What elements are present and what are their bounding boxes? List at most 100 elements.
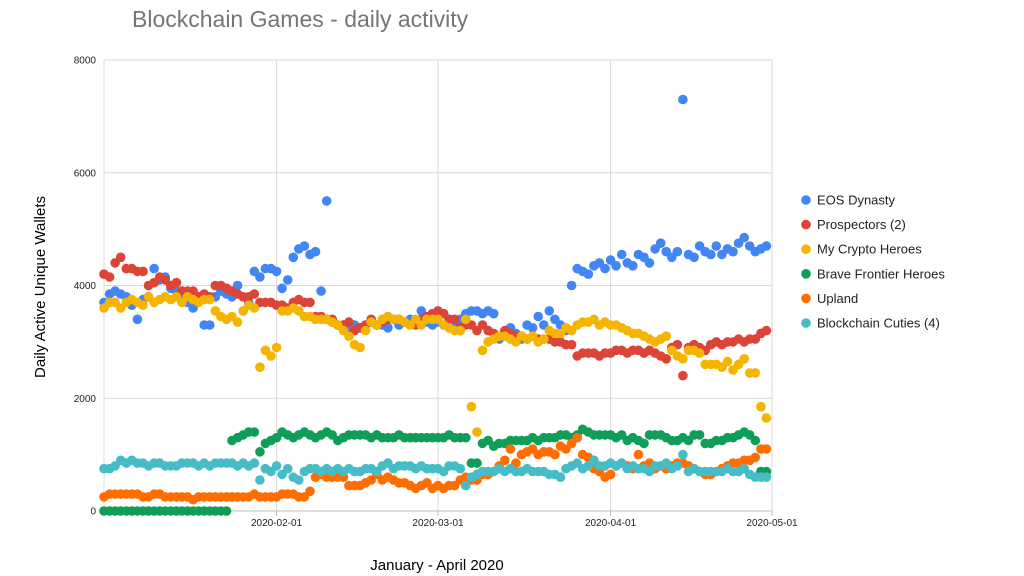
- legend-marker: [801, 318, 811, 328]
- y-tick-label: 2000: [74, 394, 97, 405]
- data-point: [344, 331, 354, 342]
- data-point: [750, 452, 761, 463]
- legend-marker: [801, 269, 811, 279]
- data-point: [583, 269, 594, 280]
- data-point: [689, 252, 699, 263]
- data-point: [344, 317, 354, 327]
- data-point: [661, 354, 671, 364]
- data-point: [500, 455, 510, 466]
- data-point: [316, 286, 326, 296]
- data-point: [750, 435, 761, 446]
- data-point: [644, 258, 655, 268]
- data-point: [477, 345, 488, 356]
- data-point: [455, 463, 466, 474]
- data-point: [739, 354, 749, 364]
- data-point: [138, 266, 148, 277]
- y-tick-label: 4000: [74, 281, 97, 292]
- data-point: [132, 314, 143, 325]
- data-point: [104, 272, 115, 282]
- tick-labels: 0 2000 4000 6000 8000 2020-02-01 2020-03-01 202…: [74, 56, 798, 530]
- data-point: [249, 458, 260, 468]
- data-point: [255, 475, 265, 485]
- gridlines: [103, 59, 773, 516]
- legend-label: EOS Dynasty: [817, 193, 896, 208]
- x-tick-label: 2020-03-01: [412, 518, 464, 529]
- data-point: [249, 303, 260, 313]
- data-point: [761, 444, 772, 454]
- data-point: [544, 306, 555, 316]
- legend-label: Blockchain Cuties (4): [817, 316, 940, 331]
- chart-title: Blockchain Games - daily activity: [132, 6, 469, 32]
- data-point: [271, 266, 282, 277]
- legend-marker: [801, 195, 811, 205]
- legend-label: Brave Frontier Heroes: [817, 266, 945, 281]
- data-point: [611, 261, 621, 271]
- legend-label: Upland: [817, 291, 858, 306]
- data-point: [761, 413, 772, 423]
- data-point: [639, 438, 649, 449]
- data-point: [527, 323, 538, 333]
- legend-label: My Crypto Heroes: [817, 242, 922, 257]
- data-point: [310, 246, 321, 257]
- data-point: [472, 458, 482, 468]
- data-point: [761, 472, 772, 483]
- data-point: [138, 300, 148, 311]
- x-tick-label: 2020-04-01: [585, 518, 637, 529]
- y-tick-label: 8000: [74, 56, 97, 67]
- data-point: [600, 263, 610, 274]
- data-point: [711, 241, 722, 251]
- data-point: [678, 354, 688, 364]
- data-point: [739, 232, 749, 243]
- data-point: [672, 461, 683, 471]
- data-point: [321, 196, 332, 206]
- data-point: [282, 275, 293, 285]
- series-5: [99, 449, 772, 491]
- series-1: [99, 252, 772, 381]
- data-point: [282, 463, 293, 474]
- data-point: [550, 449, 560, 460]
- y-axis-label: Daily Active Unique Wallets: [32, 196, 49, 378]
- data-point: [305, 486, 315, 497]
- data-point: [672, 246, 683, 257]
- data-point: [355, 342, 365, 353]
- data-point: [750, 368, 761, 378]
- data-point: [661, 331, 671, 342]
- legend-marker: [801, 219, 811, 230]
- series-3: [99, 424, 772, 516]
- data-point: [756, 401, 766, 412]
- data-point: [616, 249, 627, 260]
- data-point: [271, 342, 282, 353]
- data-point: [466, 401, 477, 412]
- data-point: [694, 348, 705, 358]
- data-point: [539, 334, 549, 344]
- x-tick-label: 2020-02-01: [251, 518, 303, 529]
- data-point: [455, 325, 466, 336]
- data-point: [555, 472, 566, 483]
- data-point: [678, 449, 688, 460]
- data-point: [115, 252, 126, 263]
- data-point: [266, 351, 276, 361]
- data-point: [271, 461, 282, 471]
- data-point: [572, 432, 582, 443]
- data-point: [488, 308, 499, 319]
- data-point: [305, 297, 315, 308]
- data-point: [205, 320, 215, 330]
- legend-marker: [801, 293, 811, 304]
- data-point: [461, 314, 471, 325]
- data-point: [533, 311, 543, 322]
- data-point: [472, 427, 482, 437]
- data-point: [694, 430, 705, 440]
- legend-label: Prospectors (2): [817, 217, 906, 232]
- data-point: [633, 449, 644, 460]
- data-point: [288, 252, 299, 263]
- x-axis-label: January - April 2020: [370, 557, 503, 574]
- data-point: [566, 339, 577, 350]
- data-point: [761, 325, 772, 336]
- data-point: [171, 277, 182, 288]
- x-tick-label: 2020-05-01: [746, 518, 798, 529]
- data-point: [232, 317, 243, 327]
- data-point: [221, 506, 232, 516]
- data-point: [678, 370, 688, 381]
- data-point: [628, 261, 638, 271]
